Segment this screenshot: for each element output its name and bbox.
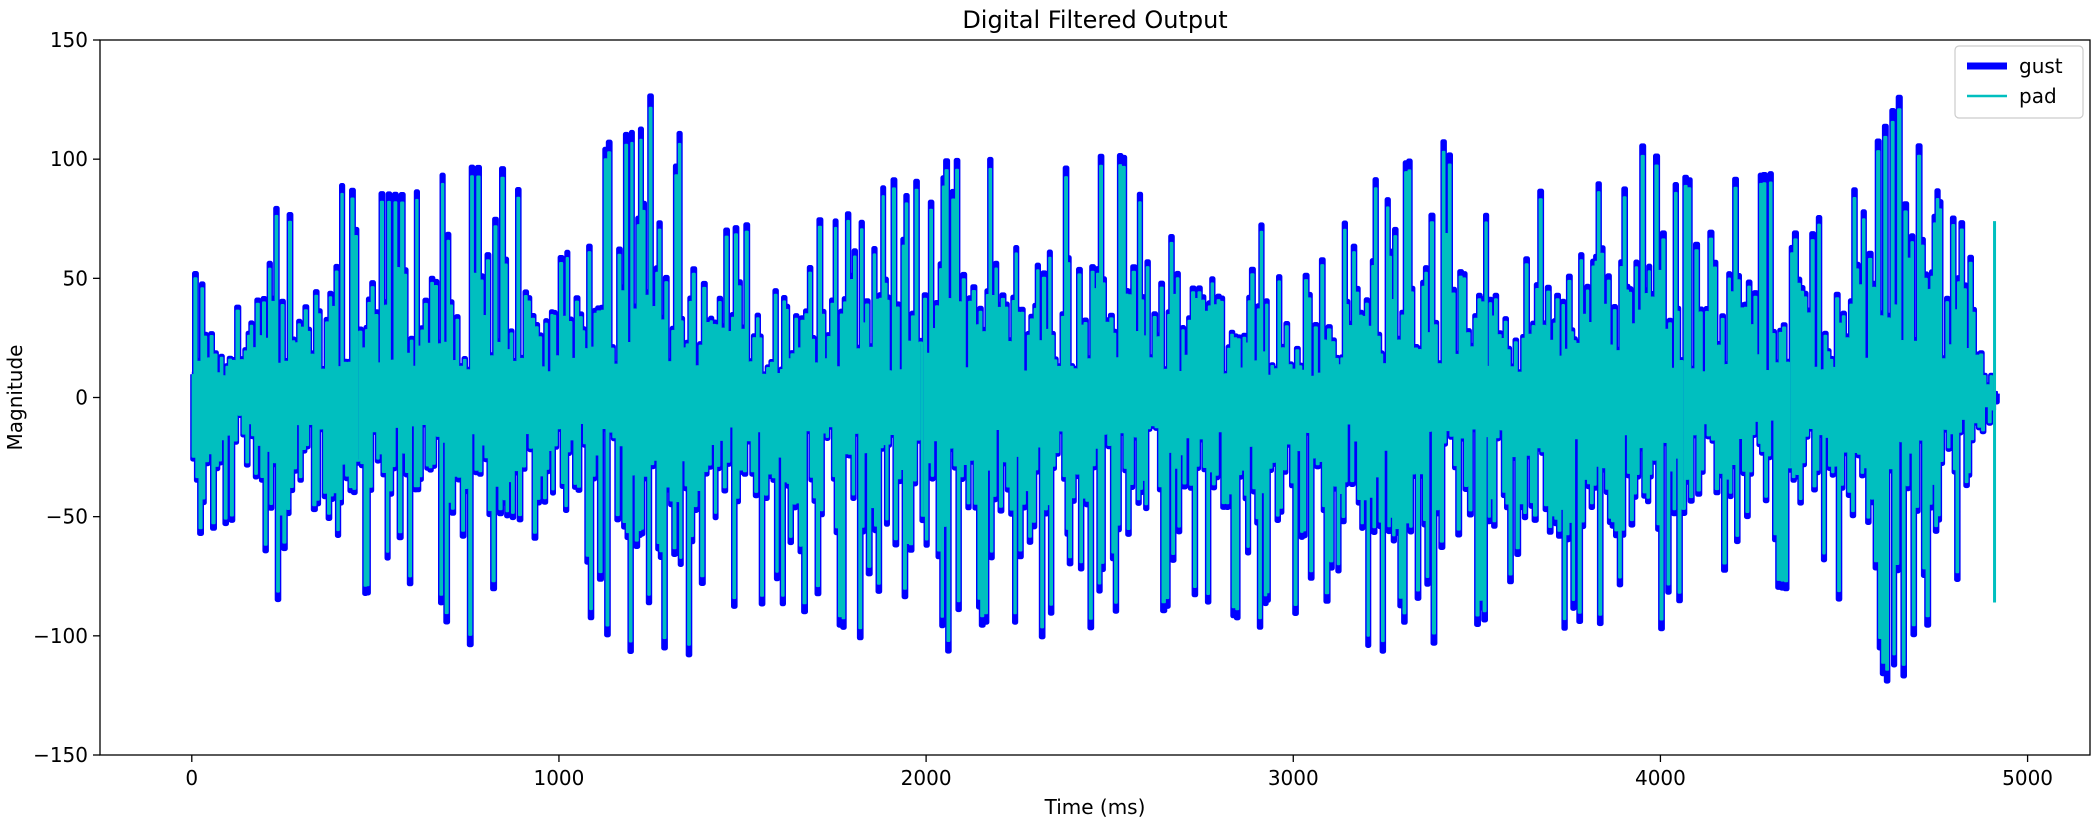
axes: 0 1000 2000 3000 4000 5000 −150 −100 −50 0 50 100 15… — [33, 28, 2053, 790]
y-tick-label: −50 — [46, 505, 88, 529]
series-pad-line — [191, 106, 1995, 671]
x-tick-label: 0 — [185, 766, 198, 790]
legend-label-pad: pad — [2019, 84, 2057, 108]
legend-label-gust: gust — [2019, 54, 2063, 78]
x-tick-label: 1000 — [533, 766, 584, 790]
x-tick-label: 5000 — [2002, 766, 2053, 790]
y-tick-label: −150 — [33, 743, 88, 767]
y-axis-label: Magnitude — [3, 345, 27, 451]
x-tick-label: 3000 — [1268, 766, 1319, 790]
y-tick-label: 0 — [75, 386, 88, 410]
plot-area — [190, 93, 2000, 684]
x-axis-label: Time (ms) — [1044, 795, 1146, 819]
series-gust-line — [190, 93, 2000, 684]
x-tick-label: 2000 — [901, 766, 952, 790]
y-tick-label: 50 — [63, 266, 88, 290]
y-tick-label: 100 — [50, 147, 88, 171]
y-tick-label: 150 — [50, 28, 88, 52]
y-tick-label: −100 — [33, 624, 88, 648]
legend: gust pad — [1954, 45, 2084, 119]
chart-title: Digital Filtered Output — [962, 6, 1227, 34]
x-tick-label: 4000 — [1635, 766, 1686, 790]
